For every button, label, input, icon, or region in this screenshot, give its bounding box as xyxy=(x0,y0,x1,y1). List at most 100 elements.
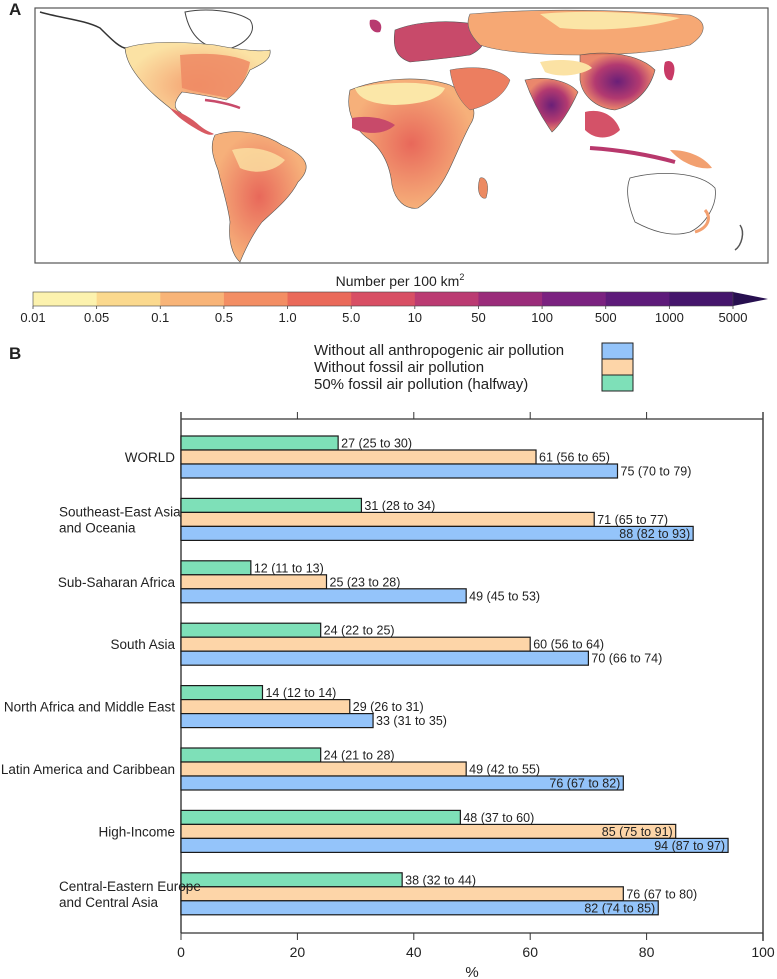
colorbar-tick-label: 5000 xyxy=(719,310,748,325)
category-label: South Asia xyxy=(110,637,175,652)
caribbean xyxy=(204,98,241,110)
bar xyxy=(180,747,322,763)
bar xyxy=(180,588,467,604)
bar-chart: 27 (25 to 30) 61 (56 to 65) 75 (70 to 79) 3… xyxy=(1,342,775,979)
bar-value-label: 49 (42 to 55) xyxy=(469,763,540,777)
category-label: Sub-Saharan Africa xyxy=(58,575,176,590)
bar-value-label: 25 (23 to 28) xyxy=(330,575,401,589)
colorbar-tick-label: 0.1 xyxy=(151,310,169,325)
colorbar-block xyxy=(96,292,161,306)
bar-group: 31 (28 to 34) 71 (65 to 77)88 (82 to 93) xyxy=(180,497,694,541)
bar-value-label: 76 (67 to 82) xyxy=(549,777,620,791)
world-map xyxy=(34,7,769,264)
greenland-outline xyxy=(184,9,253,51)
middle-east xyxy=(449,67,511,111)
bar-value-label: 61 (56 to 65) xyxy=(539,451,610,465)
legend-label-halfway: 50% fossil air pollution (halfway) xyxy=(314,376,529,393)
australia xyxy=(627,173,716,235)
bar xyxy=(180,449,537,465)
legend-swatches xyxy=(601,342,634,392)
bar xyxy=(180,699,351,715)
category-label: High-Income xyxy=(98,824,175,839)
x-tick-label: 100 xyxy=(751,944,775,960)
category-label: WORLD xyxy=(125,450,176,465)
bar-value-label: 14 (12 to 14) xyxy=(265,686,336,700)
bar xyxy=(180,622,322,638)
colorbar-block xyxy=(160,292,225,306)
colorbar-block xyxy=(542,292,607,306)
bar-value-label: 38 (32 to 44) xyxy=(405,873,476,887)
x-axis: 0 20 40 60 80 100% xyxy=(177,412,775,979)
new-guinea xyxy=(670,150,712,169)
bar-value-label: 48 (37 to 60) xyxy=(463,811,534,825)
bar xyxy=(180,761,467,777)
colorbar-border xyxy=(32,291,734,307)
bar-value-label: 82 (74 to 85) xyxy=(584,901,655,915)
colorbar-block xyxy=(478,292,543,306)
japan xyxy=(663,60,675,81)
bar xyxy=(180,872,403,888)
colorbar-arrow xyxy=(733,292,768,306)
east-asia xyxy=(579,52,656,111)
south-america xyxy=(211,131,307,263)
bar-group: 12 (11 to 13) 25 (23 to 28) 49 (45 to 53) xyxy=(180,560,540,604)
west-africa xyxy=(352,116,395,133)
colorbar-block xyxy=(605,292,670,306)
bar-group: 27 (25 to 30) 61 (56 to 65) 75 (70 to 79) xyxy=(180,435,692,479)
colorbar-tick-label: 100 xyxy=(531,310,553,325)
category-label: North Africa and Middle East xyxy=(4,700,175,715)
bar xyxy=(180,636,531,652)
category-label: Latin America and Caribbean xyxy=(1,762,175,777)
bar-value-label: 31 (28 to 34) xyxy=(364,499,435,513)
colorbar-tick-label: 10 xyxy=(408,310,422,325)
colorbar-block xyxy=(287,292,352,306)
x-axis-title: % xyxy=(465,964,478,979)
colorbar-tick-label: 0.5 xyxy=(215,310,233,325)
x-tick-label: 40 xyxy=(406,944,422,960)
colorbar-tick-label: 0.01 xyxy=(20,310,45,325)
legend-swatch xyxy=(601,342,634,360)
amazon-pale xyxy=(232,148,285,172)
x-tick-label: 0 xyxy=(177,944,185,960)
bar-value-label: 85 (75 to 91) xyxy=(602,825,673,839)
south-asia xyxy=(524,78,579,133)
bar-value-label: 76 (67 to 80) xyxy=(626,887,697,901)
category-label-line1: Central-Eastern Europe xyxy=(59,879,201,894)
colorbar-block xyxy=(351,292,416,306)
bar xyxy=(180,497,363,513)
bar-value-label: 75 (70 to 79) xyxy=(621,465,692,479)
category-label-line2: and Central Asia xyxy=(59,895,159,910)
bar-value-label: 27 (25 to 30) xyxy=(341,437,412,451)
bar xyxy=(180,435,339,451)
central-america xyxy=(170,108,214,135)
bar xyxy=(180,525,694,541)
bar xyxy=(180,685,264,701)
category-label-line1: Southeast-East Asia xyxy=(59,504,181,519)
bar xyxy=(180,837,729,853)
bar-group: 38 (32 to 44) 76 (67 to 80)82 (74 to 85) xyxy=(180,872,697,916)
bar-value-label: 49 (45 to 53) xyxy=(469,589,540,603)
colorbar-tick-label: 5.0 xyxy=(342,310,360,325)
tibet-pale xyxy=(540,60,592,76)
bar-value-label: 94 (87 to 97) xyxy=(654,839,725,853)
colorbar-tick-label: 0.05 xyxy=(84,310,109,325)
panel-b-label: B xyxy=(9,344,22,363)
x-tick-label: 80 xyxy=(639,944,655,960)
colorbar-ticks: 0.01 0.05 0.1 0.5 1.0 5.0 10 50 100 500 1000 5000 xyxy=(20,306,747,325)
bar xyxy=(180,886,624,902)
bar xyxy=(180,463,619,479)
bar-value-label: 70 (66 to 74) xyxy=(591,652,662,666)
bar-value-label: 71 (65 to 77) xyxy=(597,513,668,527)
bar xyxy=(180,809,461,825)
sahara-pale xyxy=(355,82,445,105)
panel-a-label: A xyxy=(9,0,22,19)
colorbar: Number per 100 km2 0.01 0.05 0.1 0.5 1.0 5.0 1… xyxy=(20,272,768,325)
bars: 27 (25 to 30) 61 (56 to 65) 75 (70 to 79) 3… xyxy=(180,435,729,916)
colorbar-blocks xyxy=(32,291,768,307)
legend-label-fossil: Without fossil air pollution xyxy=(314,359,485,376)
colorbar-block xyxy=(223,292,289,306)
bar xyxy=(180,650,589,666)
chart-frame xyxy=(180,412,764,941)
colorbar-title: Number per 100 km2 xyxy=(336,272,465,289)
